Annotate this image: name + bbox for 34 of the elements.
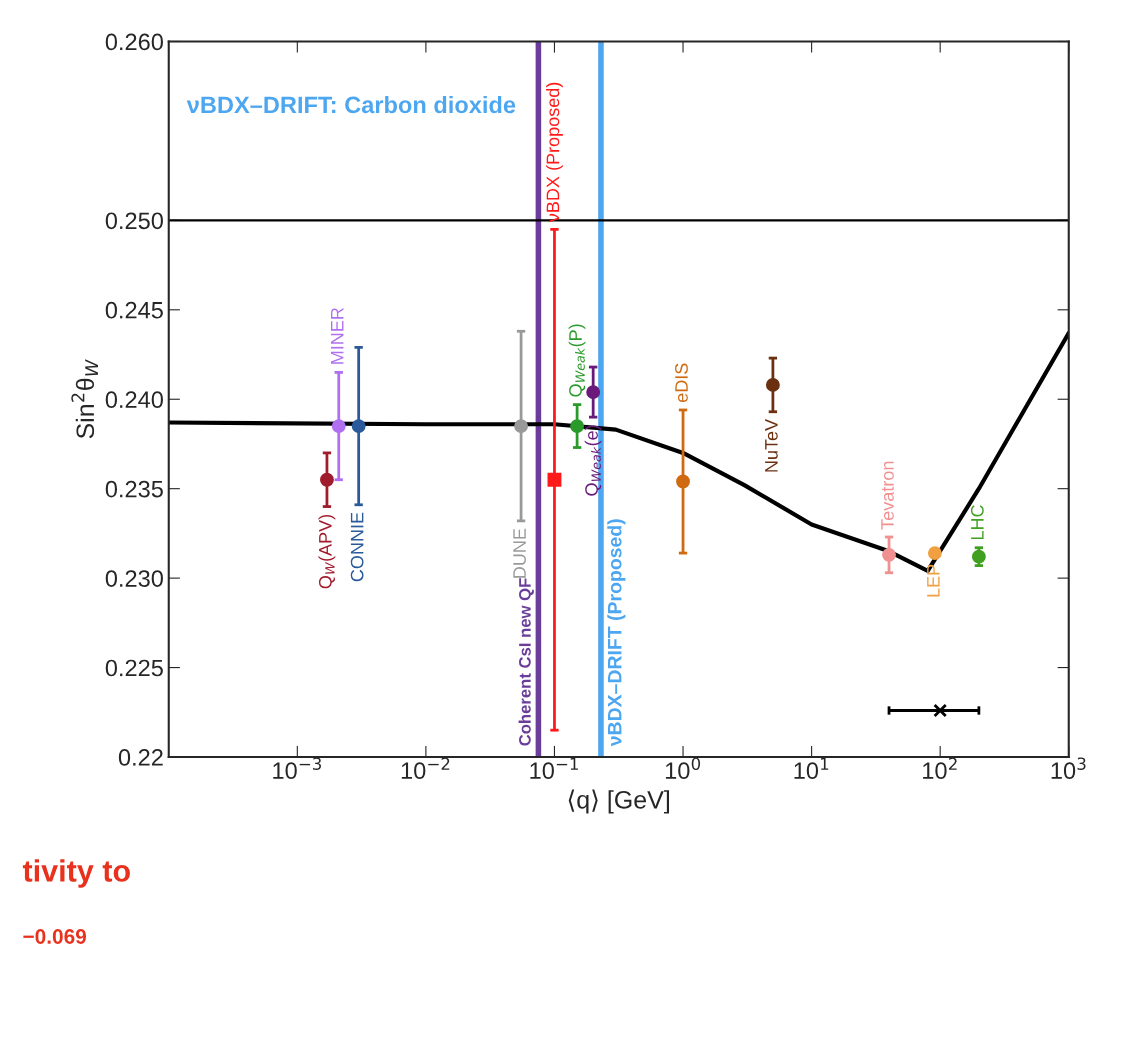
y-tick-label: 0.245 [105, 301, 163, 319]
x-tick-label: 10$^{2}$ [923, 757, 957, 780]
text: MINER [331, 307, 344, 364]
text: Tevatron [881, 461, 894, 530]
text: νBDX (Proposed) [546, 82, 563, 223]
ref-line-label: νBDX–DRIFT (Proposed) [607, 519, 626, 747]
y-tick-label: 0.225 [105, 659, 163, 677]
x-tick-label: 10$^{−2}$ [401, 757, 450, 780]
x-tick-label: 10$^{0}$ [665, 757, 701, 780]
text: LHC [970, 505, 984, 540]
y-tick-label: 0.240 [105, 391, 163, 409]
text: DUNE [513, 528, 526, 578]
text: CONNIE [350, 512, 364, 582]
x-tick-label: 10$^{1}$ [794, 757, 829, 780]
text: LEP [927, 564, 940, 597]
ref-line-label: Coherent CsI new QF [518, 578, 534, 746]
y-tick-label: 0.260 [105, 33, 163, 51]
y-tick-label: 0.250 [105, 212, 163, 230]
y-tick-label: 0.230 [105, 570, 163, 587]
text: tivity to [22, 859, 130, 888]
y-tick-label: 0.22 [118, 749, 163, 766]
x-axis-title: ⟨q⟩ [GeV] [568, 789, 669, 814]
x-tick-label: 10$^{3}$ [1051, 757, 1086, 780]
x-tick-label: 10$^{−1}$ [530, 757, 578, 780]
annotation: νBDX–DRIFT: Carbon dioxide [186, 95, 516, 114]
text: eDIS [675, 363, 688, 403]
x-tick-label: 10$^{−3}$ [273, 757, 321, 780]
y-tick-label: 0.235 [105, 480, 163, 498]
text: −0.069 [23, 929, 87, 944]
text: Q$_{W}$(APV) [318, 514, 336, 589]
text: Q$_{Weak}$(e) [584, 425, 602, 496]
text: NuTeV [765, 419, 778, 472]
text: Q$_{Weak}$(P) [568, 324, 586, 397]
y-axis-title: Sin$^{2}$θ$_{W}$ [71, 359, 98, 439]
